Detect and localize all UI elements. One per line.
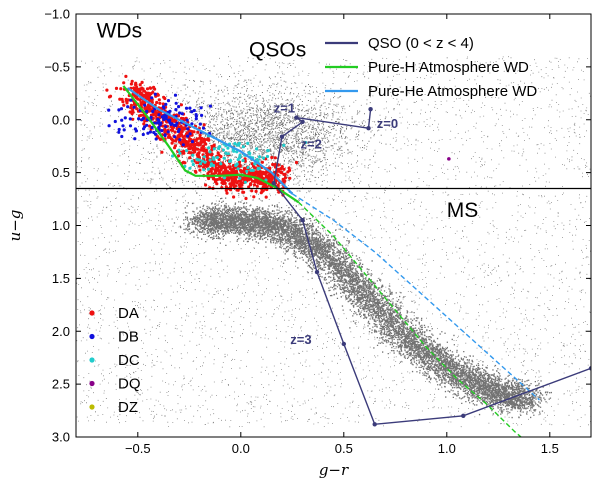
pure-he-wd-dashed-line — [291, 193, 540, 401]
class-legend-marker — [89, 333, 95, 340]
qso-track-point — [372, 422, 377, 427]
qso-track-point — [271, 181, 276, 186]
y-tick-label: 0.0 — [52, 112, 70, 127]
pure-h-wd-dashed-line — [298, 201, 522, 437]
class-legend-marker — [89, 380, 95, 387]
redshift-label: z=2 — [301, 136, 322, 151]
model-tracks — [122, 85, 591, 437]
region-label-ms: MS — [447, 199, 479, 222]
wd-class-dc — [171, 134, 308, 184]
region-label-wds: WDs — [97, 19, 143, 42]
redshift-label: z=0 — [377, 116, 398, 131]
qso-track-point — [461, 413, 466, 419]
x-tick-label: 0.5 — [335, 441, 353, 456]
wd-points-db — [107, 92, 212, 147]
qso-track-point — [341, 341, 346, 347]
qso-track-point — [279, 134, 285, 139]
y-tick-label: 1.5 — [52, 271, 70, 286]
wd-points-dc — [171, 134, 308, 184]
x-tick-label: 1.0 — [438, 441, 456, 456]
class-legend-marker — [89, 310, 95, 316]
field-star-scatter — [76, 56, 591, 428]
axes: −0.5 0.0 0.5 1.0 1.5 −1.0 −0.5 0.0 0.5 1.0 1.5 2.0 2… — [6, 7, 592, 479]
field-points — [76, 56, 591, 428]
legend-label: QSO (0 < z < 4) — [368, 35, 474, 52]
region-label-qsos: QSOs — [249, 38, 306, 61]
x-tick-label: −0.5 — [125, 441, 151, 456]
y-tick-label: 3.0 — [52, 430, 70, 445]
y-tick-label: −1.0 — [44, 7, 70, 22]
qso-track-point — [368, 106, 373, 112]
qso-track-line — [273, 109, 591, 426]
x-tick-label: 1.5 — [541, 441, 559, 456]
qso-track-point — [300, 218, 305, 223]
wd-class-dq — [447, 157, 451, 161]
wd-class-db — [107, 92, 212, 147]
y-tick-label: 2.0 — [52, 324, 70, 339]
qso-track-point — [300, 119, 305, 125]
wd-point — [447, 157, 451, 161]
legend: QSO (0 < z < 4) Pure-H Atmosphere WD Pure-… — [325, 35, 537, 100]
class-legend-marker — [89, 404, 95, 410]
redshift-label: z=1 — [274, 100, 295, 115]
class-legend-label: DA — [118, 305, 139, 322]
qso-track-point — [314, 269, 320, 275]
y-tick-label: 1.0 — [52, 218, 70, 233]
class-legend-marker — [89, 357, 95, 363]
annotations: WDs QSOs MS z=1 z=2 z=0 z=3 — [97, 19, 479, 347]
pure-h-wd-solid-line — [122, 85, 300, 204]
redshift-label: z=3 — [290, 332, 311, 347]
qso-track-point — [588, 366, 591, 371]
class-legend: DA DB DC DQ DZ — [89, 305, 141, 416]
legend-label: Pure-H Atmosphere WD — [368, 59, 529, 76]
class-legend-label: DZ — [118, 399, 138, 416]
class-legend-label: DB — [118, 329, 139, 346]
y-tick-label: −0.5 — [44, 59, 70, 74]
x-axis-title: g−r — [319, 461, 349, 479]
class-legend-label: DQ — [118, 376, 141, 393]
y-tick-label: 0.5 — [52, 165, 70, 180]
y-tick-label: 2.5 — [52, 377, 70, 392]
qso-track-point — [366, 126, 371, 131]
x-tick-label: 0.0 — [232, 441, 250, 456]
legend-label: Pure-He Atmosphere WD — [368, 83, 537, 100]
qso-track-point — [294, 115, 299, 120]
y-axis-title: u−g — [6, 210, 24, 242]
class-legend-label: DC — [118, 352, 140, 369]
